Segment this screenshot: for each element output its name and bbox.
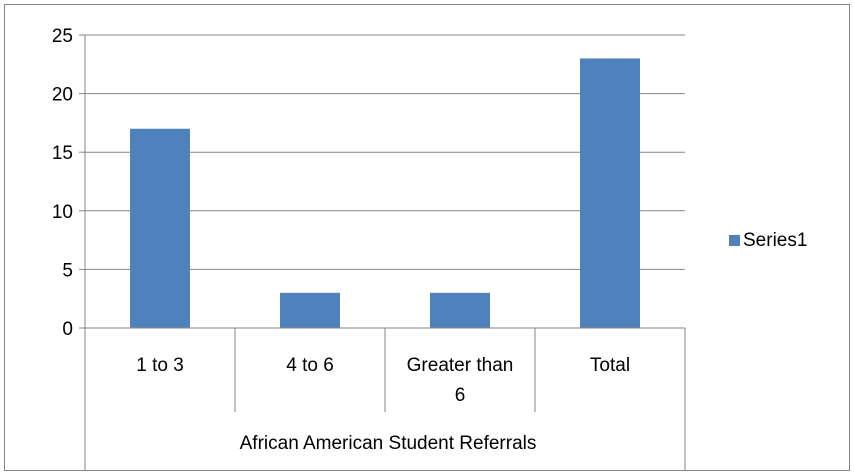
axes: [79, 34, 686, 470]
category-label-1: 1 to 3: [136, 355, 184, 376]
legend-swatch-series1: [729, 235, 740, 246]
y-tick-labels: 0 5 10 15 20 25: [52, 26, 73, 340]
y-tick-label-25: 25: [52, 26, 73, 47]
bars: [130, 58, 640, 328]
category-label-4: Total: [590, 355, 630, 376]
y-tick-label-15: 15: [52, 143, 73, 164]
category-group-label: African American Student Referrals: [240, 433, 537, 454]
y-tick-label-5: 5: [62, 260, 73, 281]
category-label-2: 4 to 6: [286, 355, 334, 376]
legend-label-series1: Series1: [743, 230, 807, 251]
bar-3: [430, 292, 490, 328]
category-label-3: Greater than 6: [407, 355, 514, 406]
legend: Series1: [729, 230, 807, 251]
bar-1: [130, 128, 190, 328]
y-tick-label-10: 10: [52, 202, 73, 223]
bar-2: [280, 292, 340, 328]
category-labels: 1 to 3 4 to 6 Greater than 6 Total: [136, 355, 630, 406]
y-tick-label-20: 20: [52, 85, 73, 106]
y-tick-label-0: 0: [62, 319, 73, 340]
bar-4: [580, 58, 640, 328]
